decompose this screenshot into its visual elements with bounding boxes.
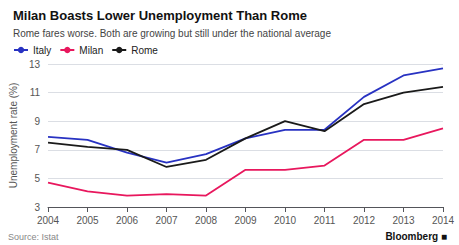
svg-text:Milan: Milan	[79, 45, 103, 56]
svg-text:Italy: Italy	[33, 45, 51, 56]
svg-text:Rome: Rome	[131, 45, 158, 56]
svg-text:2007: 2007	[155, 215, 178, 226]
svg-text:9: 9	[34, 116, 40, 127]
svg-text:2014: 2014	[432, 215, 455, 226]
svg-text:5: 5	[34, 173, 40, 184]
svg-text:2008: 2008	[195, 215, 218, 226]
svg-text:Source: Istat: Source: Istat	[8, 232, 59, 242]
svg-text:13: 13	[29, 59, 41, 70]
svg-text:3: 3	[34, 202, 40, 213]
svg-text:Milan Boasts Lower Unemploymen: Milan Boasts Lower Unemployment Than Rom…	[13, 8, 307, 23]
svg-text:Rome fares worse. Both are gro: Rome fares worse. Both are growing but s…	[13, 28, 331, 39]
svg-text:2009: 2009	[234, 215, 257, 226]
svg-text:2004: 2004	[37, 215, 60, 226]
svg-text:2010: 2010	[274, 215, 297, 226]
svg-text:2013: 2013	[392, 215, 415, 226]
svg-text:Bloomberg ■: Bloomberg ■	[385, 231, 447, 242]
svg-text:2012: 2012	[353, 215, 376, 226]
svg-text:2011: 2011	[314, 215, 336, 226]
svg-text:7: 7	[34, 144, 40, 155]
svg-text:2006: 2006	[116, 215, 139, 226]
svg-text:11: 11	[30, 87, 41, 98]
svg-text:2005: 2005	[76, 215, 99, 226]
svg-text:Unemployment rate (%): Unemployment rate (%)	[8, 83, 19, 189]
